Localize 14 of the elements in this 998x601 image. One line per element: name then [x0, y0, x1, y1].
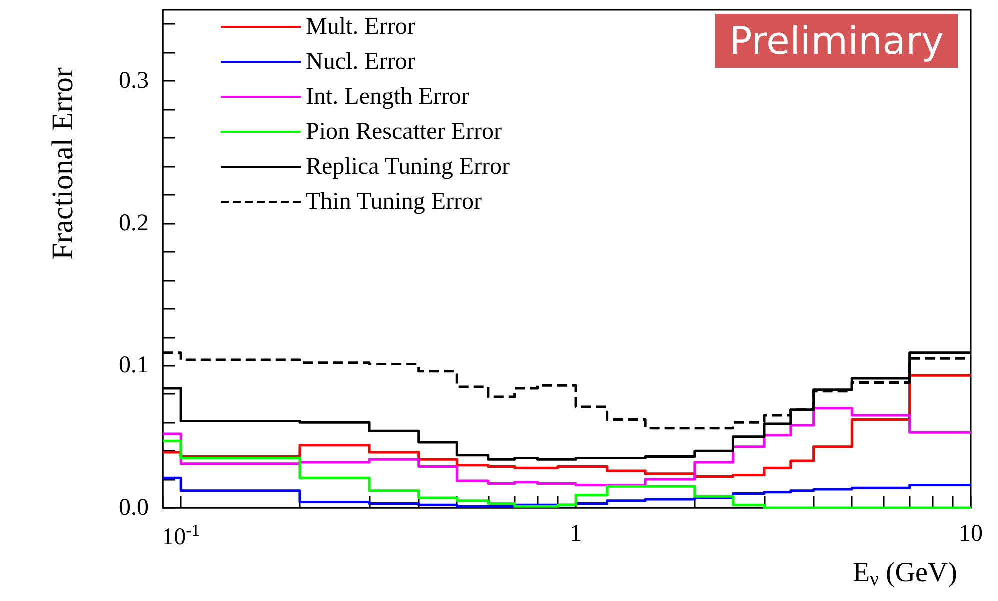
legend-label: Nucl. Error [306, 49, 416, 75]
legend-label: Int. Length Error [306, 84, 470, 110]
y-axis-title: Fractional Error [46, 68, 80, 260]
legend-label: Replica Tuning Error [306, 154, 510, 180]
y-tick-label: 0.2 [119, 210, 149, 236]
y-tick-label: 0.0 [119, 495, 149, 521]
y-tick-label: 0.3 [119, 68, 149, 94]
x-tick-label: 10 [959, 521, 983, 547]
x-tick-label: 1 [570, 521, 582, 547]
legend-label: Mult. Error [306, 14, 416, 40]
annotation: Preliminary [729, 19, 944, 63]
legend-label: Pion Rescatter Error [306, 119, 502, 145]
y-tick-label: 0.1 [119, 352, 149, 379]
legend-label: Thin Tuning Error [306, 189, 482, 215]
